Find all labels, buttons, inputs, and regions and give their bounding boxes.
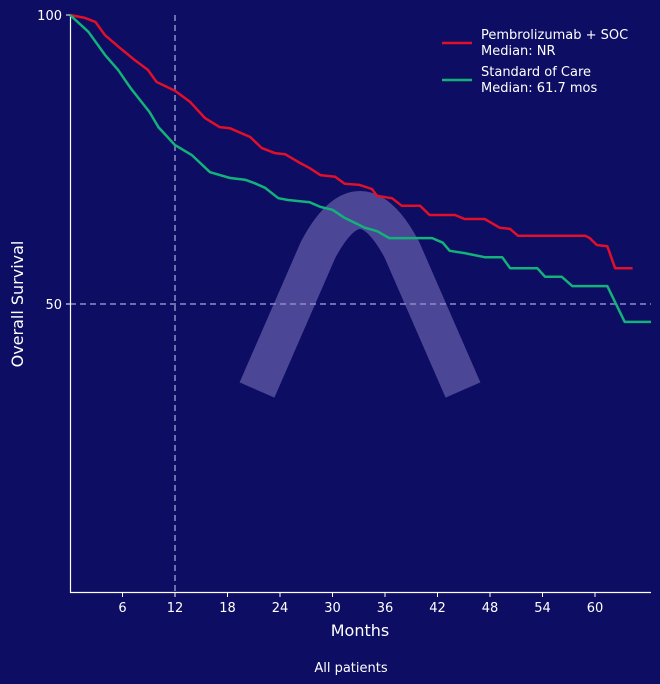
x-tick-label: 30	[324, 601, 341, 616]
x-tick-label: 60	[587, 601, 604, 616]
y-tick-label: 100	[37, 9, 62, 24]
series-line-soc	[69, 14, 651, 324]
x-tick-label: 18	[219, 601, 236, 616]
x-tick-label: 54	[534, 601, 551, 616]
legend-median-soc: Median: 61.7 mos	[481, 81, 597, 96]
legend-median-pembrolizumab: Median: NR	[481, 44, 556, 59]
y-tick-label: 50	[45, 298, 62, 313]
x-tick-label: 48	[482, 601, 499, 616]
series-line-pembrolizumab	[69, 13, 633, 270]
y-axis-label: Overall Survival	[8, 241, 27, 368]
x-tick-label: 6	[118, 601, 126, 616]
chart-caption: All patients	[314, 661, 388, 676]
x-tick-label: 42	[429, 601, 446, 616]
x-tick-label: 24	[272, 601, 289, 616]
legend-label-pembrolizumab: Pembrolizumab + SOC	[481, 28, 628, 43]
x-tick-label: 12	[167, 601, 184, 616]
legend: Pembrolizumab + SOC Median: NR Standard …	[442, 28, 628, 96]
x-tick-label: 36	[377, 601, 394, 616]
x-axis-label: Months	[331, 621, 389, 640]
logo-watermark	[239, 191, 481, 398]
legend-label-soc: Standard of Care	[481, 65, 591, 80]
